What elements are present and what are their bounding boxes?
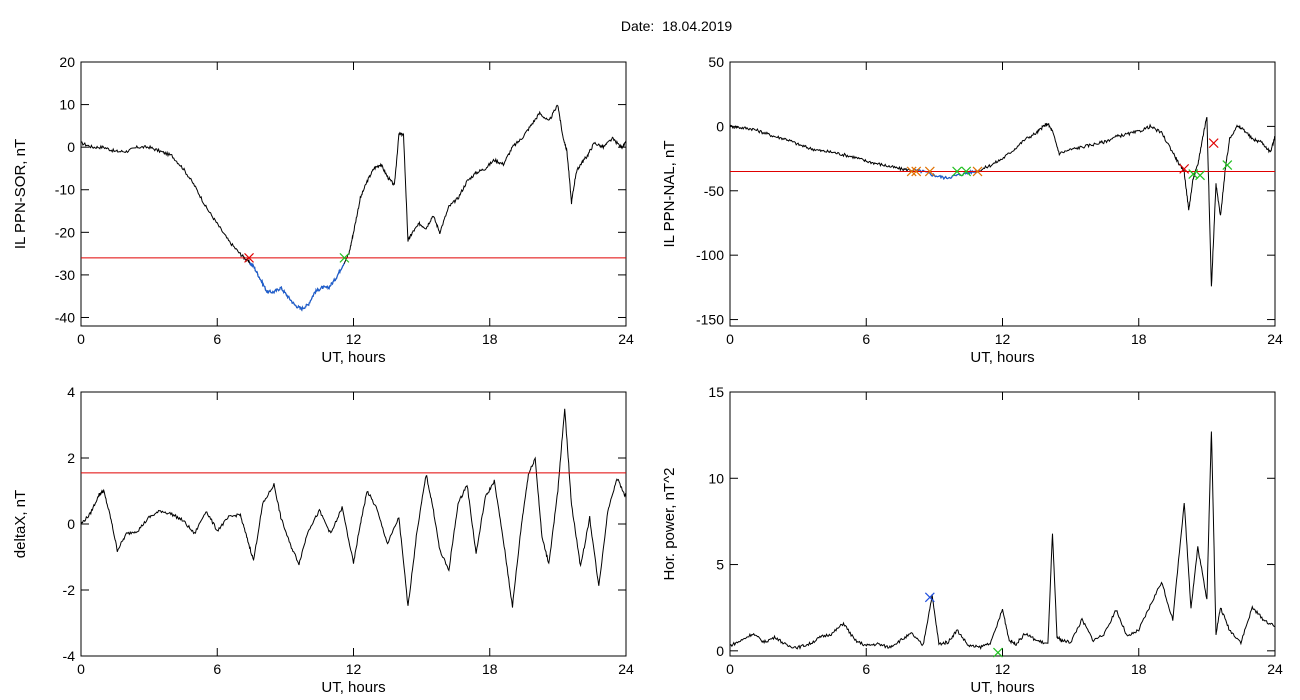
event-marker — [972, 166, 983, 177]
x-tick-label: 12 — [346, 661, 362, 677]
date-label: Date: — [620, 18, 655, 34]
x-tick-label: 0 — [77, 661, 85, 677]
y-tick-label: -4 — [63, 648, 76, 664]
event-marker — [339, 252, 350, 263]
y-tick-label: 15 — [708, 384, 724, 400]
y-tick-label: -10 — [55, 182, 75, 198]
y-tick-label: -30 — [55, 267, 75, 283]
x-axis-label: UT, hours — [970, 679, 1034, 696]
page-title: Date: 18.04.2019 — [0, 18, 1300, 34]
x-tick-label: 18 — [1131, 661, 1147, 677]
x-axis-label: UT, hours — [321, 349, 385, 366]
x-tick-label: 0 — [726, 331, 734, 347]
plot-frame — [729, 61, 1276, 327]
y-tick-label: 2 — [67, 450, 75, 466]
event-marker — [952, 166, 963, 177]
selected-segment — [249, 261, 345, 312]
x-tick-label: 24 — [618, 661, 634, 677]
plot-frame — [80, 61, 627, 327]
event-marker — [924, 592, 935, 603]
y-tick-label: 0 — [716, 118, 724, 134]
event-marker — [906, 166, 917, 177]
x-tick-label: 18 — [482, 331, 498, 347]
plot-frame — [729, 391, 1276, 657]
y-tick-label: 4 — [67, 384, 75, 400]
series-line — [730, 116, 1275, 287]
series-line — [81, 408, 626, 608]
event-marker — [911, 166, 922, 177]
y-tick-label: 10 — [59, 97, 75, 113]
y-tick-label: 5 — [716, 557, 724, 573]
x-tick-label: 0 — [726, 661, 734, 677]
y-axis-label: IL PPN-SOR, nT — [12, 139, 29, 249]
x-tick-label: 18 — [482, 661, 498, 677]
date-value: 18.04.2019 — [662, 18, 733, 34]
x-tick-label: 18 — [1131, 331, 1147, 347]
event-marker — [1208, 138, 1219, 149]
chart-sor: 0 6 12 18 24 -40 -30 -20 -10 0 10 20 UT, hours IL PPN… — [12, 54, 634, 366]
event-marker — [1195, 170, 1205, 181]
y-tick-label: -100 — [696, 247, 724, 263]
x-tick-label: 24 — [1267, 661, 1283, 677]
series-line — [730, 431, 1275, 650]
x-tick-label: 24 — [1267, 331, 1283, 347]
event-marker — [924, 166, 935, 177]
event-marker — [244, 252, 254, 263]
x-tick-label: 6 — [213, 331, 221, 347]
y-axis-label: deltaX, nT — [12, 490, 29, 558]
x-tick-label: 24 — [618, 331, 634, 347]
y-tick-label: -150 — [696, 312, 724, 328]
chart-power: 0 6 12 18 24 0 5 10 15 UT, hours Hor. power, nT^2 — [661, 384, 1283, 696]
y-tick-label: -50 — [704, 183, 724, 199]
x-tick-label: 6 — [862, 661, 870, 677]
x-tick-label: 6 — [862, 331, 870, 347]
x-tick-label: 12 — [346, 331, 362, 347]
y-tick-label: 0 — [716, 643, 724, 659]
y-tick-label: 20 — [59, 54, 75, 70]
y-tick-label: 0 — [67, 516, 75, 532]
y-axis-label: Hor. power, nT^2 — [661, 468, 678, 581]
series-line — [81, 104, 626, 312]
y-tick-label: 0 — [67, 139, 75, 155]
chart-nal: 0 6 12 18 24 -150 -100 -50 0 50 UT, hours IL PPN-NA… — [661, 54, 1283, 366]
y-axis-label: IL PPN-NAL, nT — [661, 141, 678, 248]
event-marker — [1179, 163, 1190, 174]
x-tick-label: 0 — [77, 331, 85, 347]
y-tick-label: -2 — [63, 582, 76, 598]
x-tick-label: 6 — [213, 661, 221, 677]
x-tick-label: 12 — [995, 331, 1011, 347]
x-axis-label: UT, hours — [970, 349, 1034, 366]
plot-frame — [80, 391, 627, 657]
x-tick-label: 12 — [995, 661, 1011, 677]
y-tick-label: 50 — [708, 54, 724, 70]
y-tick-label: -20 — [55, 224, 75, 240]
y-tick-label: -40 — [55, 309, 75, 325]
event-marker — [1222, 160, 1233, 170]
x-axis-label: UT, hours — [321, 679, 385, 696]
event-marker — [961, 166, 972, 177]
y-tick-label: 10 — [708, 470, 724, 486]
event-marker — [993, 647, 1003, 658]
